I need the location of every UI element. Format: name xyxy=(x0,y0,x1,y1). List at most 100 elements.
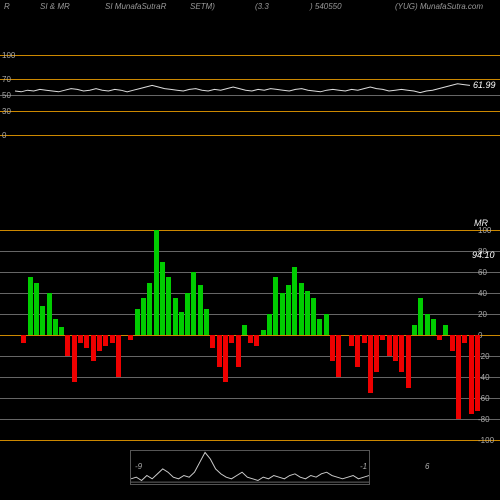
mr-bar xyxy=(362,335,367,343)
rsi-gridline xyxy=(0,95,500,96)
mr-bar xyxy=(462,335,467,343)
rsi-current-value: 61.99 xyxy=(473,80,496,90)
mr-bar xyxy=(387,335,392,356)
rsi-gridline xyxy=(0,111,500,112)
mr-bar xyxy=(425,314,430,335)
mr-bar xyxy=(399,335,404,372)
mr-bar xyxy=(286,285,291,335)
mr-bar xyxy=(431,319,436,335)
mr-bar xyxy=(406,335,411,388)
mr-bar xyxy=(229,335,234,343)
mini-panel xyxy=(130,450,370,485)
mr-bar xyxy=(204,309,209,335)
mr-bar xyxy=(349,335,354,346)
mr-bar xyxy=(469,335,474,414)
mr-panel: MR100806040200-20-40-60-80-10094.10 xyxy=(0,230,500,440)
mr-axis-label: 100 xyxy=(478,226,491,235)
mr-bar xyxy=(311,298,316,335)
mr-bar xyxy=(299,283,304,336)
mr-bar xyxy=(242,325,247,336)
mr-bar xyxy=(236,335,241,367)
rsi-gridline xyxy=(0,135,500,136)
mr-bar xyxy=(210,335,215,348)
mr-bar xyxy=(254,335,259,346)
mini-label: -9 xyxy=(135,462,142,471)
mr-bar xyxy=(324,314,329,335)
mr-bar xyxy=(135,309,140,335)
mr-bar xyxy=(412,325,417,336)
mr-bar xyxy=(154,230,159,335)
mr-gridline xyxy=(0,440,500,441)
mr-gridline xyxy=(0,272,500,273)
mr-bar xyxy=(261,330,266,335)
mr-bar xyxy=(97,335,102,351)
mr-axis-label: 40 xyxy=(478,289,487,298)
mr-bar xyxy=(475,335,480,411)
rsi-axis-label: 50 xyxy=(2,91,11,100)
mr-bar xyxy=(305,291,310,335)
mr-bar xyxy=(28,277,33,335)
mr-bar xyxy=(40,306,45,335)
mr-bar xyxy=(59,327,64,335)
header-item: SI MunafaSutraR xyxy=(105,2,166,11)
mr-gridline xyxy=(0,419,500,420)
mr-bar xyxy=(198,285,203,335)
header-item: (YUG) MunafaSutra.com xyxy=(395,2,483,11)
mr-bar xyxy=(191,272,196,335)
rsi-axis-label: 30 xyxy=(2,107,11,116)
mr-bar xyxy=(380,335,385,340)
mr-bar xyxy=(78,335,83,343)
rsi-gridline xyxy=(0,79,500,80)
mr-current-value: 94.10 xyxy=(472,250,495,260)
mr-bar xyxy=(128,335,133,340)
mr-axis-label: 20 xyxy=(478,310,487,319)
mr-bar xyxy=(147,283,152,336)
mr-bar xyxy=(84,335,89,348)
mr-bar xyxy=(217,335,222,367)
rsi-gridline xyxy=(0,55,500,56)
mr-axis-label: 60 xyxy=(478,268,487,277)
mr-bar xyxy=(141,298,146,335)
header-item: R xyxy=(4,2,10,11)
mr-bar xyxy=(374,335,379,372)
mr-bar xyxy=(65,335,70,356)
header-item: SETM) xyxy=(190,2,215,11)
mr-axis-label: -80 xyxy=(478,415,490,424)
mr-bar xyxy=(53,319,58,335)
mini-label: -1 xyxy=(360,462,367,471)
mr-bar xyxy=(456,335,461,419)
mr-bar xyxy=(179,312,184,335)
header-item: (3.3 xyxy=(255,2,269,11)
mr-gridline xyxy=(0,293,500,294)
mr-bar xyxy=(248,335,253,343)
rsi-axis-label: 0 xyxy=(2,131,6,140)
mr-bar xyxy=(223,335,228,382)
mr-bar xyxy=(21,335,26,343)
mr-bar xyxy=(317,319,322,335)
mr-bar xyxy=(116,335,121,377)
mr-bar xyxy=(267,314,272,335)
mr-gridline xyxy=(0,230,500,231)
mr-gridline xyxy=(0,251,500,252)
rsi-axis-label: 100 xyxy=(2,51,15,60)
rsi-panel: 100705030061.99 xyxy=(0,55,500,135)
mr-bar xyxy=(418,298,423,335)
mr-bar xyxy=(443,325,448,336)
mr-bar xyxy=(185,293,190,335)
mr-bar xyxy=(72,335,77,382)
header-item: ) 540550 xyxy=(310,2,342,11)
mr-bar xyxy=(330,335,335,361)
mr-bar xyxy=(91,335,96,361)
mr-bar xyxy=(280,293,285,335)
mr-bar xyxy=(160,262,165,336)
mr-bar xyxy=(336,335,341,377)
mini-label: 6 xyxy=(425,462,429,471)
mr-bar xyxy=(393,335,398,361)
mr-bar xyxy=(34,283,39,336)
mr-bar xyxy=(368,335,373,393)
mr-bar xyxy=(437,335,442,340)
mr-axis-label: -100 xyxy=(478,436,494,445)
header-item: SI & MR xyxy=(40,2,70,11)
mr-bar xyxy=(166,277,171,335)
mr-bar xyxy=(292,267,297,335)
